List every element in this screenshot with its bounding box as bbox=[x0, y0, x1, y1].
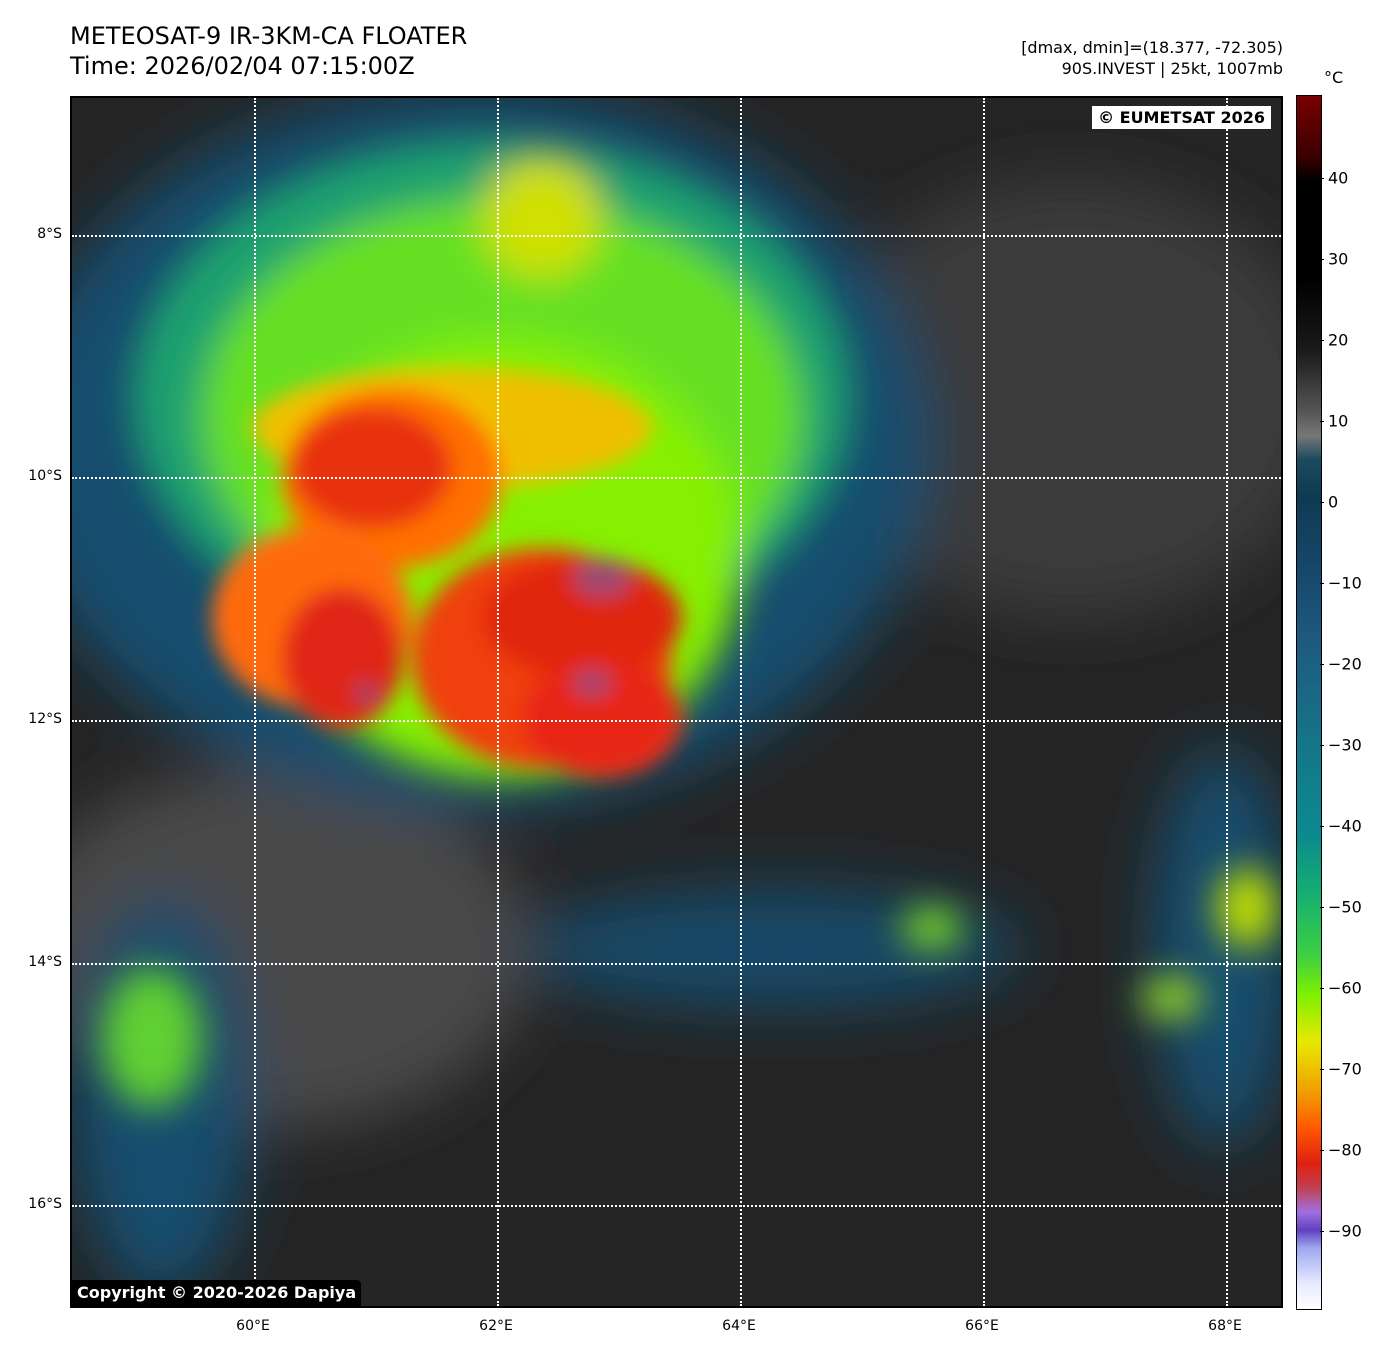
colorbar-tick-label: −30 bbox=[1328, 735, 1362, 755]
gridline-64e bbox=[740, 98, 742, 1306]
colorbar-tick-label: 20 bbox=[1328, 330, 1349, 350]
storm-info: 90S.INVEST | 25kt, 1007mb bbox=[1061, 59, 1283, 78]
lon-label: 60°E bbox=[236, 1318, 270, 1334]
gridline-10s bbox=[72, 477, 1281, 479]
colorbar-tick bbox=[1320, 1231, 1324, 1232]
valid-time: Time: 2026/02/04 07:15:00Z bbox=[70, 52, 415, 80]
gridline-12s bbox=[72, 720, 1281, 722]
colorbar-tick-label: −40 bbox=[1328, 816, 1362, 836]
colorbar-tick-label: −90 bbox=[1328, 1221, 1362, 1241]
colorbar-tick bbox=[1320, 1069, 1324, 1070]
colorbar-tick bbox=[1320, 826, 1324, 827]
colorbar-tick bbox=[1320, 421, 1324, 422]
colorbar-tick-label: 0 bbox=[1328, 492, 1339, 512]
lat-label: 14°S bbox=[28, 954, 62, 970]
gridline-66e bbox=[983, 98, 985, 1306]
colorbar-tick bbox=[1320, 664, 1324, 665]
data-range: [dmax, dmin]=(18.377, -72.305) bbox=[1021, 38, 1283, 57]
colorbar-tick bbox=[1320, 259, 1324, 260]
colorbar-tick-label: −80 bbox=[1328, 1140, 1362, 1160]
copyright-label: Copyright © 2020-2026 Dapiya bbox=[72, 1280, 362, 1306]
colorbar-tick bbox=[1320, 988, 1324, 989]
colorbar-tick-label: −10 bbox=[1328, 573, 1362, 593]
lon-label: 66°E bbox=[965, 1318, 999, 1334]
lon-label: 62°E bbox=[479, 1318, 513, 1334]
temperature-colorbar bbox=[1296, 95, 1322, 1310]
gridline-8s bbox=[72, 235, 1281, 237]
colorbar-tick bbox=[1320, 502, 1324, 503]
colorbar-tick bbox=[1320, 340, 1324, 341]
colorbar-tick bbox=[1320, 907, 1324, 908]
colorbar-tick bbox=[1320, 583, 1324, 584]
gridline-16s bbox=[72, 1205, 1281, 1207]
gridline-14s bbox=[72, 963, 1281, 965]
colorbar-tick bbox=[1320, 1150, 1324, 1151]
eumetsat-credit: © EUMETSAT 2026 bbox=[1092, 106, 1271, 129]
colorbar-tick-label: 40 bbox=[1328, 168, 1349, 188]
colorbar-tick-label: −20 bbox=[1328, 654, 1362, 674]
lat-label: 12°S bbox=[28, 711, 62, 727]
colorbar-tick-label: 10 bbox=[1328, 411, 1349, 431]
colorbar-tick-label: 30 bbox=[1328, 249, 1349, 269]
lon-label: 64°E bbox=[722, 1318, 756, 1334]
ir-imagery bbox=[72, 98, 1281, 1306]
gridline-62e bbox=[497, 98, 499, 1306]
lat-label: 8°S bbox=[37, 226, 62, 242]
colorbar-tick-label: −50 bbox=[1328, 897, 1362, 917]
lat-label: 10°S bbox=[28, 468, 62, 484]
colorbar-unit: °C bbox=[1324, 68, 1344, 87]
product-title: METEOSAT-9 IR-3KM-CA FLOATER bbox=[70, 22, 468, 50]
colorbar-tick-label: −70 bbox=[1328, 1059, 1362, 1079]
lat-label: 16°S bbox=[28, 1196, 62, 1212]
colorbar-tick bbox=[1320, 178, 1324, 179]
colorbar-tick-label: −60 bbox=[1328, 978, 1362, 998]
gridline-60e bbox=[254, 98, 256, 1306]
colorbar-tick bbox=[1320, 745, 1324, 746]
gridline-68e bbox=[1226, 98, 1228, 1306]
satellite-image-map: © EUMETSAT 2026 Copyright © 2020-2026 Da… bbox=[70, 96, 1283, 1308]
lon-label: 68°E bbox=[1208, 1318, 1242, 1334]
